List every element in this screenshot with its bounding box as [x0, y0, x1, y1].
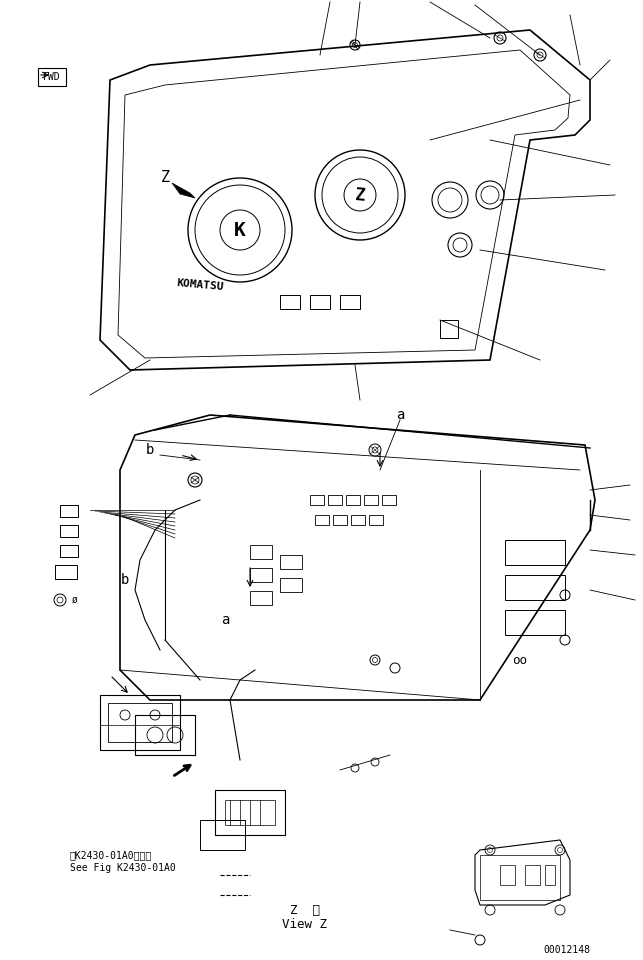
Bar — [60, 525, 78, 537]
Bar — [440, 320, 458, 338]
Bar — [250, 568, 272, 582]
Text: Z: Z — [354, 185, 366, 204]
Bar — [346, 495, 360, 505]
Bar — [215, 790, 285, 835]
Text: b: b — [146, 443, 154, 457]
Bar — [55, 565, 77, 579]
Bar — [135, 715, 195, 755]
Text: a: a — [396, 408, 404, 422]
Bar — [310, 295, 330, 309]
Text: FWD: FWD — [43, 72, 61, 82]
Bar — [340, 295, 360, 309]
Text: KOMATSU: KOMATSU — [176, 278, 224, 292]
Bar — [200, 820, 245, 850]
Text: a: a — [221, 613, 229, 627]
Bar — [328, 495, 342, 505]
Text: View Z: View Z — [282, 919, 327, 931]
Bar — [280, 295, 300, 309]
Bar — [108, 703, 172, 742]
Bar — [480, 855, 560, 900]
Bar — [505, 610, 565, 635]
Bar — [38, 68, 66, 86]
Bar — [369, 515, 383, 525]
Text: K: K — [234, 221, 246, 239]
Text: Z: Z — [161, 171, 170, 185]
Bar — [310, 495, 324, 505]
Bar — [280, 555, 302, 569]
Text: See Fig K2430-01A0: See Fig K2430-01A0 — [70, 863, 176, 873]
Text: oo: oo — [512, 654, 527, 666]
Bar — [364, 495, 378, 505]
Bar — [351, 515, 365, 525]
Text: 00012148: 00012148 — [543, 945, 590, 955]
Bar — [315, 515, 329, 525]
Bar — [60, 505, 78, 517]
Bar — [225, 800, 275, 825]
Text: Z  視: Z 視 — [290, 903, 320, 917]
Polygon shape — [172, 183, 195, 198]
Bar — [545, 865, 555, 885]
Bar — [333, 515, 347, 525]
Bar — [60, 545, 78, 557]
Bar — [505, 540, 565, 565]
Bar — [505, 575, 565, 600]
Text: 第K2430-01A0図参照: 第K2430-01A0図参照 — [70, 850, 152, 860]
Text: b: b — [121, 573, 129, 587]
Text: ø: ø — [72, 595, 78, 605]
Bar — [382, 495, 396, 505]
Bar — [280, 578, 302, 592]
Bar — [100, 695, 180, 750]
Bar — [250, 591, 272, 605]
Bar — [500, 865, 515, 885]
Bar — [250, 545, 272, 559]
Bar — [525, 865, 540, 885]
